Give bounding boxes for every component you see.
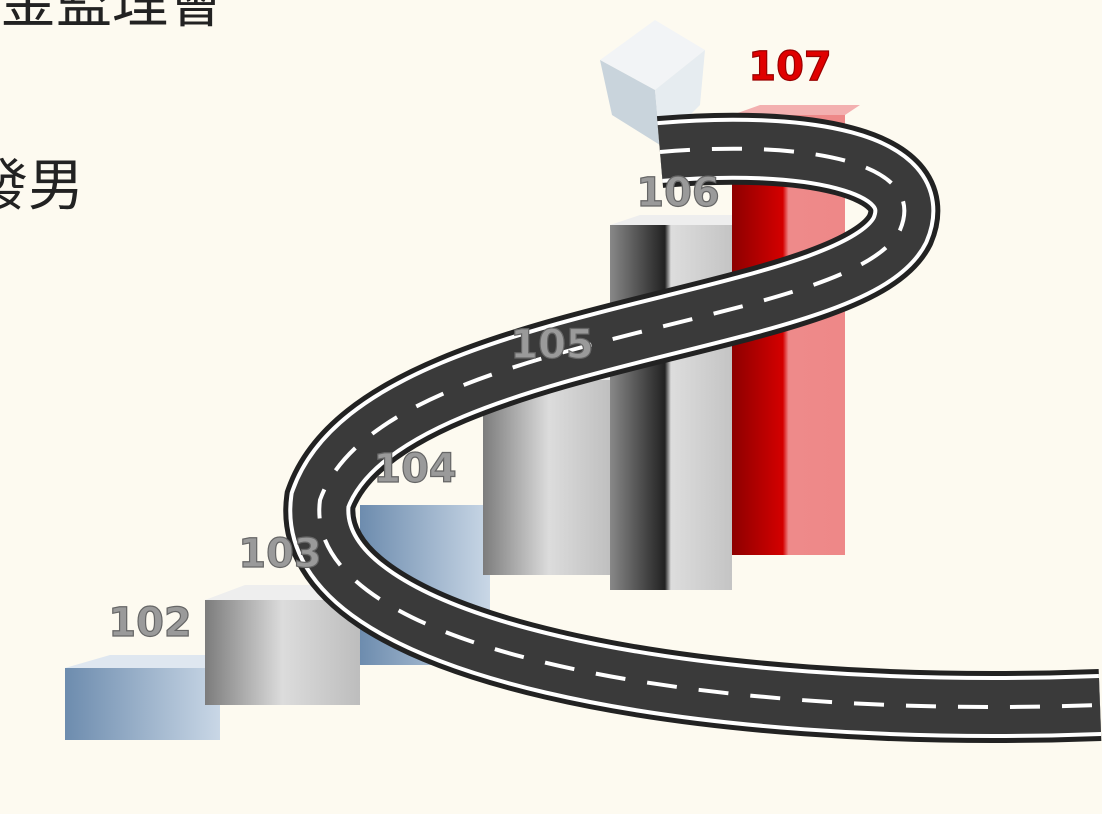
block	[483, 380, 615, 575]
bar-label: 105	[510, 322, 594, 368]
bar-label: 102	[108, 600, 192, 646]
road	[283, 112, 1102, 743]
heading-line: 金監理會	[0, 0, 224, 36]
bar-label: 107	[748, 44, 832, 90]
bar-label: 106	[636, 170, 720, 216]
block	[205, 600, 360, 705]
bar-label: 103	[238, 531, 322, 577]
block-top	[610, 215, 750, 225]
heading-line: 發男	[0, 154, 84, 219]
block-top	[732, 105, 860, 115]
block	[65, 668, 220, 740]
bar-label: 104	[373, 446, 457, 492]
